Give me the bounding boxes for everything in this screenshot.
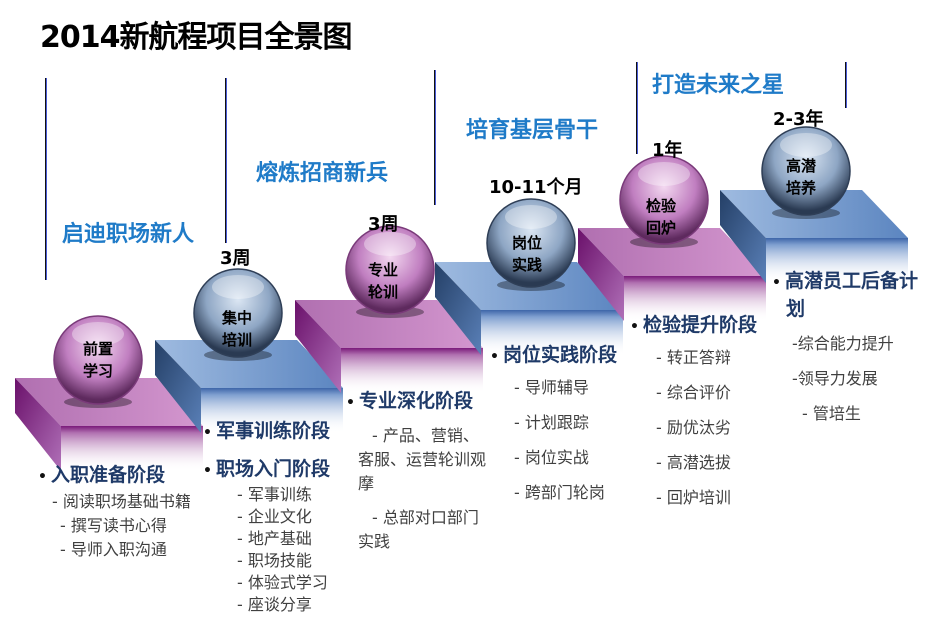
step-top	[295, 300, 483, 348]
stage-heading: 专业深化阶段	[358, 390, 473, 412]
stage-item: -领导力发展	[792, 369, 878, 388]
stage-item: - 管培生	[802, 404, 861, 423]
stage-item: - 产品、营销、客服、运营轮训观摩	[358, 426, 487, 493]
stage-heading: 职场入门阶段	[215, 458, 330, 480]
stage-item: - 导师辅导	[514, 378, 589, 397]
ball-label: 高潜 培养	[785, 157, 816, 197]
duration-label: 1年	[652, 140, 683, 161]
section-title: 打造未来之星	[652, 73, 785, 98]
page-title: 2014新航程项目全景图	[40, 20, 352, 55]
stage-heading: 军事训练阶段	[215, 420, 330, 442]
stage-item: - 导师入职沟通	[60, 540, 167, 559]
ball-label: 检验 回炉	[645, 197, 676, 237]
duration-label: 10-11个月	[489, 177, 583, 198]
step-front	[481, 310, 623, 355]
stage-item: - 转正答辩	[656, 348, 731, 367]
divider-line	[45, 78, 47, 280]
stage-item: - 岗位实战	[514, 448, 589, 467]
stage-item: - 阅读职场基础书籍	[52, 492, 191, 511]
stage-item: - 职场技能	[237, 551, 312, 570]
stage-heading: 入职准备阶段	[50, 464, 165, 486]
divider-line	[434, 70, 436, 205]
stage-4: • 岗位实践阶段 - 导师辅导 - 计划跟踪 - 岗位实战 - 跨部门轮岗	[490, 342, 635, 510]
duration-label: 3周	[220, 248, 251, 269]
step-side	[15, 378, 61, 471]
sphere-highlight	[505, 205, 557, 229]
sphere-highlight	[780, 133, 832, 157]
step-front	[61, 426, 203, 471]
sphere-6	[761, 126, 851, 216]
stage-item: - 企业文化	[237, 507, 312, 526]
stage-item: - 励优汰劣	[656, 418, 731, 437]
step-top	[578, 228, 766, 276]
section-title: 熔炼招商新兵	[256, 161, 389, 186]
duration-label: 2-3年	[773, 109, 824, 130]
step-front	[341, 348, 483, 393]
sphere-2	[193, 268, 283, 358]
stage-1: • 入职准备阶段 - 阅读职场基础书籍 - 撰写读书心得 - 导师入职沟通	[38, 462, 208, 562]
sphere-5	[619, 155, 709, 245]
stage-item: - 撰写读书心得	[60, 516, 167, 535]
ball-label: 专业 轮训	[367, 261, 398, 301]
step-side	[435, 262, 481, 355]
stage-item: - 综合评价	[656, 383, 731, 402]
stage-item: - 军事训练	[237, 485, 312, 504]
ball-label: 前置 学习	[82, 340, 113, 380]
stage-5: • 检验提升阶段 - 转正答辩 - 综合评价 - 励优汰劣 - 高潜选拔 - 回炉培训	[630, 312, 780, 515]
stage-item: - 计划跟踪	[514, 413, 589, 432]
stage-item: - 座谈分享	[237, 595, 312, 614]
stage-item: - 地产基础	[237, 529, 312, 548]
section-title: 培育基层骨干	[466, 118, 599, 143]
ball-label: 岗位 实践	[511, 234, 542, 274]
sphere-highlight	[72, 322, 124, 346]
sphere-4	[486, 198, 576, 288]
stage-heading: 高潜员工后备计划	[784, 270, 918, 320]
sphere-highlight	[638, 162, 690, 186]
stage-item: -综合能力提升	[792, 334, 894, 353]
sphere-highlight	[364, 232, 416, 256]
stage-item: - 体验式学习	[237, 573, 328, 592]
divider-line	[636, 62, 638, 154]
stage-heading: 岗位实践阶段	[502, 344, 617, 366]
sphere-1	[53, 315, 143, 405]
stage-item: - 高潜选拔	[656, 453, 731, 472]
stage-item: - 跨部门轮岗	[514, 483, 605, 502]
divider-line	[225, 78, 227, 243]
step-side	[720, 190, 766, 283]
step-top	[155, 340, 343, 388]
stage-item: - 总部对口部门实践	[358, 508, 479, 551]
step-side	[155, 340, 201, 433]
step-front	[766, 238, 908, 283]
divider-line	[845, 62, 847, 108]
sphere-3	[345, 225, 435, 315]
duration-label: 3周	[368, 214, 399, 235]
stage-3: • 专业深化阶段 - 产品、营销、客服、运营轮训观摩 - 总部对口部门实践	[346, 388, 491, 554]
stage-6: • 高潜员工后备计划 -综合能力提升 -领导力发展 - 管培生	[772, 268, 922, 431]
step-side	[295, 300, 341, 393]
step-side	[578, 228, 624, 321]
stage-2: • 军事训练阶段 • 职场入门阶段 - 军事训练 - 企业文化 - 地产基础 - 职场技能…	[203, 418, 348, 616]
step-front	[624, 276, 766, 321]
ball-label: 集中 培训	[221, 309, 252, 349]
section-title: 启迪职场新人	[62, 222, 195, 247]
step-front	[201, 388, 343, 433]
stage-item: - 回炉培训	[656, 488, 731, 507]
stage-heading: 检验提升阶段	[642, 314, 757, 336]
sphere-highlight	[212, 275, 264, 299]
